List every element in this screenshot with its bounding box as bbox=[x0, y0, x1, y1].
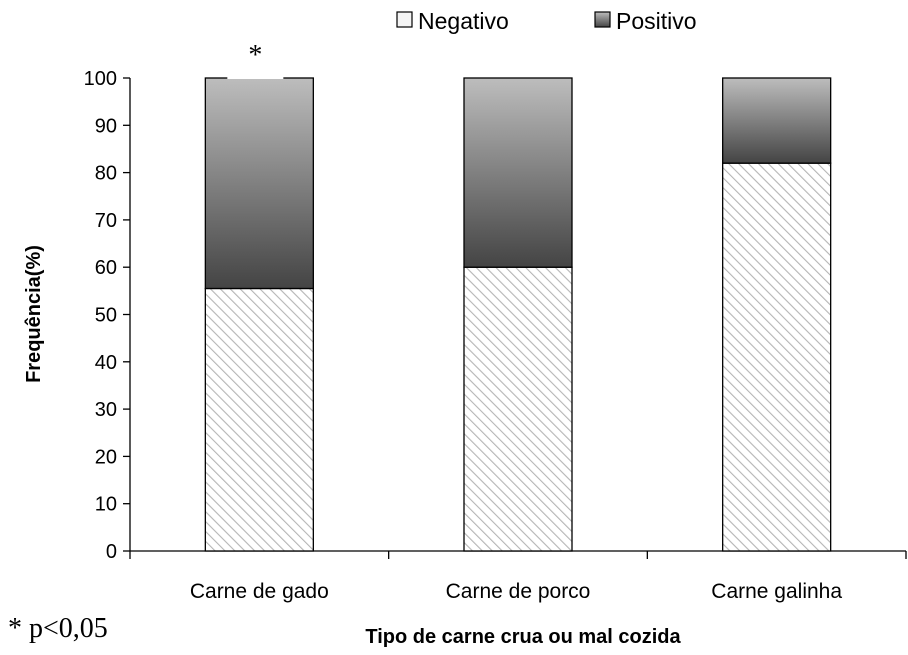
y-tick-label: 50 bbox=[95, 305, 117, 327]
x-axis-title: Tipo de carne crua ou mal cozida bbox=[365, 626, 681, 648]
footnote: * p<0,05 bbox=[8, 613, 108, 644]
x-category-label: Carne de porco bbox=[446, 580, 591, 603]
y-tick-label: 60 bbox=[95, 257, 117, 279]
y-tick-label: 80 bbox=[95, 163, 117, 185]
legend-label-negativo: Negativo bbox=[418, 8, 509, 34]
legend-swatch-positivo bbox=[594, 11, 611, 28]
legend: Negativo Positivo bbox=[396, 8, 697, 34]
bar-segment-negativo bbox=[204, 287, 314, 552]
y-tick-label: 0 bbox=[106, 541, 117, 563]
chart-bars bbox=[204, 77, 832, 552]
bar-segment-negativo bbox=[722, 162, 832, 552]
legend-swatch-negativo bbox=[396, 11, 413, 28]
legend-label-positivo: Positivo bbox=[616, 8, 697, 34]
bar-segment-positivo bbox=[204, 77, 314, 290]
x-category-label: Carne galinha bbox=[711, 580, 842, 603]
y-tick-label: 30 bbox=[95, 399, 117, 421]
significance-asterisk: * bbox=[248, 40, 262, 71]
chart-labels: 0 10 20 30 40 50 60 70 80 90 100 Carne de gado Carne… bbox=[84, 68, 843, 603]
bar-segment-positivo bbox=[722, 77, 832, 164]
bar-segment-positivo bbox=[463, 77, 573, 268]
y-tick-label: 100 bbox=[84, 68, 117, 90]
y-tick-label: 70 bbox=[95, 210, 117, 232]
y-axis-title: Frequência(%) bbox=[23, 245, 45, 383]
y-tick-label: 10 bbox=[95, 494, 117, 516]
y-tick-label: 90 bbox=[95, 115, 117, 137]
y-tick-label: 40 bbox=[95, 352, 117, 374]
y-tick-label: 20 bbox=[95, 446, 117, 468]
x-category-label: Carne de gado bbox=[190, 580, 329, 603]
bar-segment-negativo bbox=[463, 266, 573, 552]
